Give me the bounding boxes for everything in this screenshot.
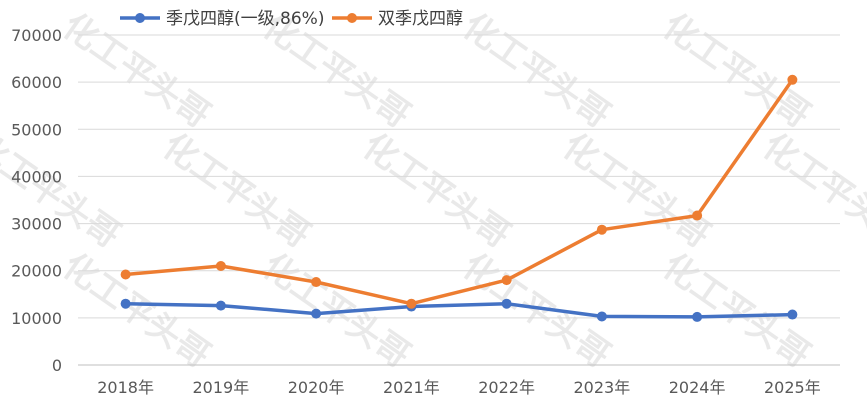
data-point bbox=[311, 308, 322, 319]
data-point bbox=[692, 210, 703, 221]
data-point bbox=[406, 298, 417, 309]
x-tick-label: 2022年 bbox=[478, 378, 535, 397]
watermark-text: 化工平头哥 bbox=[155, 126, 317, 256]
data-point bbox=[787, 309, 798, 320]
series-line bbox=[123, 301, 795, 319]
data-point bbox=[787, 74, 798, 85]
x-tick-label: 2023年 bbox=[574, 378, 631, 397]
series-line bbox=[123, 78, 795, 306]
data-point bbox=[501, 275, 512, 286]
watermark-text: 化工平头哥 bbox=[55, 246, 217, 376]
x-tick-label: 2020年 bbox=[288, 378, 345, 397]
legend-label: 季戊四醇(一级,86%) bbox=[166, 9, 324, 29]
watermark-text: 化工平头哥 bbox=[0, 126, 127, 256]
watermark-text: 化工平头哥 bbox=[655, 6, 817, 136]
legend-marker bbox=[135, 13, 145, 23]
y-tick-label: 30000 bbox=[11, 215, 62, 234]
watermark-text: 化工平头哥 bbox=[555, 126, 717, 256]
x-tick-label: 2025年 bbox=[764, 378, 821, 397]
watermark-text: 化工平头哥 bbox=[455, 6, 617, 136]
y-tick-label: 0 bbox=[52, 356, 62, 375]
data-point bbox=[120, 269, 131, 280]
legend-label: 双季戊四醇 bbox=[378, 9, 463, 29]
legend-item-1: 季戊四醇(一级,86%) bbox=[120, 9, 324, 29]
data-point bbox=[120, 298, 131, 309]
data-point bbox=[596, 311, 607, 322]
data-point bbox=[215, 300, 226, 311]
data-point bbox=[596, 224, 607, 235]
data-point bbox=[692, 311, 703, 322]
x-tick-label: 2024年 bbox=[669, 378, 726, 397]
legend: 季戊四醇(一级,86%) 双季戊四醇 bbox=[120, 9, 463, 29]
x-tick-label: 2021年 bbox=[383, 378, 440, 397]
watermark-text: 化工平头哥 bbox=[755, 126, 867, 256]
y-tick-label: 60000 bbox=[11, 73, 62, 92]
y-tick-label: 70000 bbox=[11, 26, 62, 45]
data-point bbox=[215, 261, 226, 271]
grid-lines bbox=[78, 34, 840, 366]
y-tick-label: 50000 bbox=[11, 120, 62, 139]
series-layer bbox=[120, 74, 798, 322]
y-tick-label: 20000 bbox=[11, 262, 62, 281]
y-tick-label: 10000 bbox=[11, 309, 62, 328]
legend-item-2: 双季戊四醇 bbox=[332, 9, 463, 29]
x-tick-label: 2019年 bbox=[193, 378, 250, 397]
x-tick-label: 2018年 bbox=[97, 378, 154, 397]
x-axis: 2018年 2019年 2020年 2021年 2022年 2023年 2024年 2025年 bbox=[97, 378, 820, 397]
legend-marker bbox=[347, 13, 357, 23]
data-point bbox=[501, 298, 512, 309]
y-tick-label: 40000 bbox=[11, 167, 62, 186]
watermark-text: 化工平头哥 bbox=[355, 126, 517, 256]
series-2 bbox=[120, 74, 798, 309]
y-axis: 0 10000 20000 30000 40000 50000 60000 70000 bbox=[11, 26, 62, 375]
data-point bbox=[311, 277, 322, 288]
